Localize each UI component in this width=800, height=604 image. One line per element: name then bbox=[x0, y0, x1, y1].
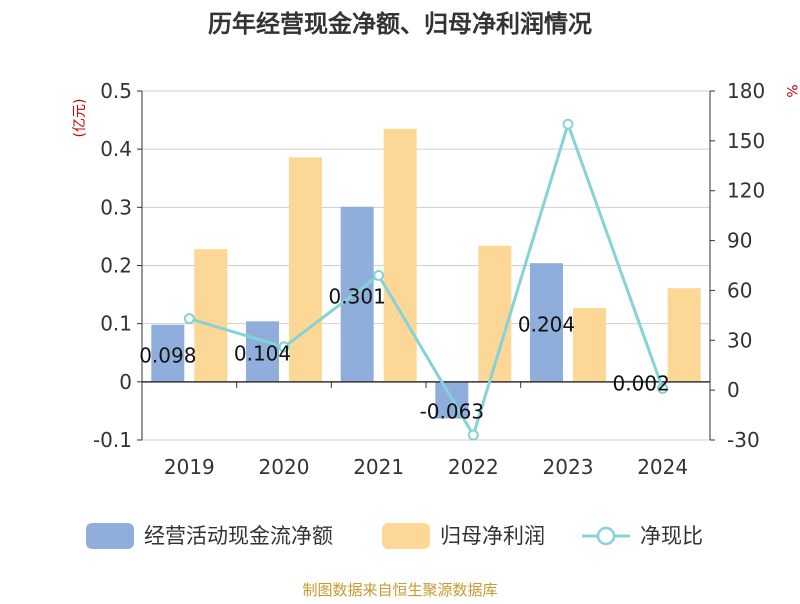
profit-bar bbox=[289, 157, 322, 382]
ratio-line bbox=[188, 119, 665, 439]
axes-layer bbox=[141, 91, 711, 440]
cashflow-data-label: 0.104 bbox=[234, 342, 291, 366]
left-tick-label: 0.5 bbox=[100, 79, 132, 103]
right-tick-label: 60 bbox=[727, 278, 752, 302]
left-tick-label: -0.1 bbox=[93, 428, 132, 452]
chart-title: 历年经营现金净额、归母净利润情况 bbox=[208, 10, 592, 38]
x-axis-labels: 2019 2020 2021 2022 2023 2024 bbox=[164, 455, 688, 479]
legend-label-ratio: 净现比 bbox=[640, 524, 703, 548]
right-axis-unit: % bbox=[783, 84, 799, 97]
x-axis-label: 2022 bbox=[448, 455, 499, 479]
cashflow-data-label: -0.063 bbox=[420, 399, 484, 423]
legend-marker-ratio bbox=[596, 526, 616, 546]
profit-bar bbox=[667, 288, 701, 382]
ratio-point bbox=[373, 269, 385, 281]
ratio-point bbox=[467, 429, 479, 441]
right-tick-label: 120 bbox=[727, 179, 765, 203]
cashflow-data-label: 0.204 bbox=[518, 313, 575, 337]
cashflow-data-label: 0.002 bbox=[613, 371, 670, 395]
right-tick-label: 90 bbox=[727, 229, 752, 253]
profit-bar bbox=[383, 128, 417, 382]
left-tick-label: 0.1 bbox=[100, 312, 132, 336]
source-note: 制图数据来自恒生聚源数据库 bbox=[302, 581, 497, 599]
ratio-point bbox=[278, 341, 290, 353]
legend-swatch-cashflow bbox=[86, 523, 134, 549]
x-axis-label: 2024 bbox=[637, 455, 688, 479]
right-tick-label: 30 bbox=[727, 328, 752, 352]
left-tick-label: 0 bbox=[119, 370, 132, 394]
left-tick-label: 0.3 bbox=[100, 195, 132, 219]
profit-bar bbox=[573, 307, 606, 382]
ratio-point bbox=[562, 118, 574, 130]
cashflow-bar bbox=[530, 263, 563, 382]
x-axis-label: 2019 bbox=[164, 455, 215, 479]
ratio-line-layer bbox=[183, 118, 669, 441]
profit-bar bbox=[194, 249, 228, 382]
legend-label-profit: 归母净利润 bbox=[440, 524, 545, 548]
x-axis-label: 2021 bbox=[353, 455, 404, 479]
ratio-point bbox=[183, 313, 195, 325]
cashflow-bar bbox=[151, 324, 185, 382]
right-tick-label: 180 bbox=[727, 79, 765, 103]
cashflow-data-label: 0.098 bbox=[139, 343, 196, 367]
legend-label-cashflow: 经营活动现金流净额 bbox=[144, 524, 333, 548]
right-tick-label: 0 bbox=[727, 378, 740, 402]
right-tick-label: 150 bbox=[727, 129, 765, 153]
cashflow-data-label: 0.301 bbox=[329, 284, 386, 308]
data-labels: 0.098 0.104 0.301 -0.063 0.204 0.002 bbox=[139, 284, 670, 423]
x-axis-label: 2020 bbox=[259, 455, 310, 479]
x-axis-label: 2023 bbox=[543, 455, 594, 479]
left-axis-ticks: -0.1 0 0.1 0.2 0.3 0.4 0.5 bbox=[93, 79, 142, 452]
ratio-point bbox=[657, 382, 669, 394]
left-tick-label: 0.2 bbox=[100, 254, 132, 278]
left-tick-label: 0.4 bbox=[100, 137, 132, 161]
left-axis-unit: (亿元) bbox=[72, 99, 88, 138]
legend: 经营活动现金流净额 归母净利润 净现比 bbox=[86, 523, 703, 549]
cashflow-bar bbox=[246, 321, 279, 382]
profit-bar bbox=[478, 245, 512, 382]
right-tick-label: -30 bbox=[727, 428, 760, 452]
legend-swatch-profit bbox=[382, 523, 430, 549]
bars-layer bbox=[151, 128, 701, 419]
cashflow-bar bbox=[340, 206, 374, 382]
right-axis-ticks: -30 0 30 60 90 120 150 180 bbox=[710, 79, 765, 452]
